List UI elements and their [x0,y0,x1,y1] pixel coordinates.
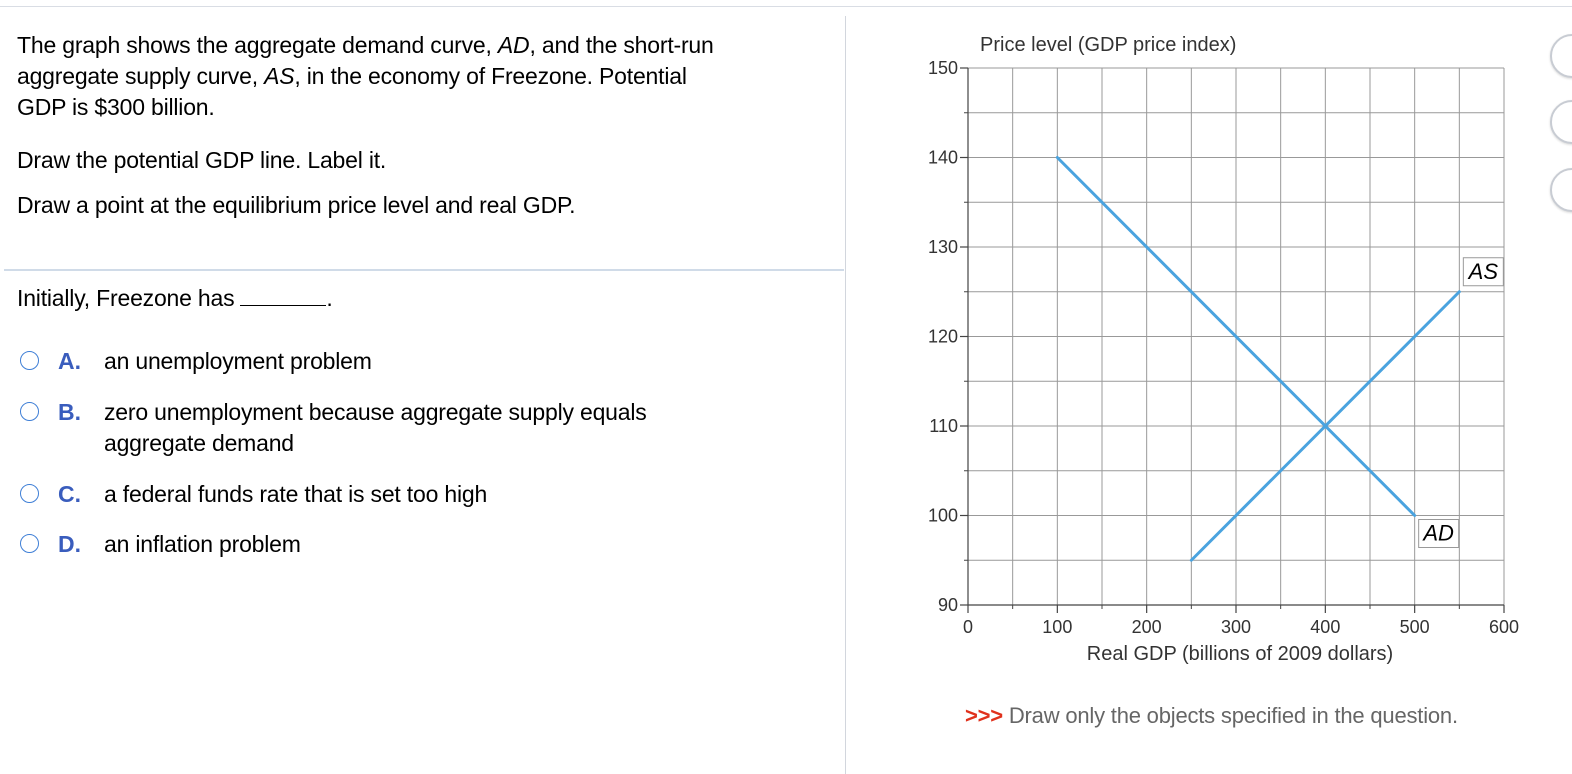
section-divider [4,269,844,271]
y-tick-label: 90 [938,595,958,615]
answer-blank [240,283,327,306]
prompt-text: Initially, Freezone has [17,285,235,311]
y-tick-label: 130 [928,237,958,257]
side-tool-button-1[interactable] [1550,34,1572,78]
prompt-suffix: . [326,285,333,311]
question-text: The graph shows the aggregate demand cur… [17,32,498,58]
choice-letter: C. [58,481,81,507]
x-tick-label: 100 [1042,617,1072,637]
footer-note: >>> Draw only the objects specified in t… [965,702,1458,730]
choice-text: a federal funds rate that is set too hig… [104,481,488,507]
choice-text: an unemployment problem [104,348,372,374]
choice-c[interactable]: C. a federal funds rate that is set too … [20,479,820,541]
radio-b[interactable] [20,402,39,421]
choice-letter: D. [58,531,81,557]
radio-a[interactable] [20,351,39,370]
choice-d[interactable]: D. an inflation problem [20,529,820,591]
radio-c[interactable] [20,484,39,503]
choice-a[interactable]: A. an unemployment problem [20,346,820,408]
x-axis-label: Real GDP (billions of 2009 dollars) [1087,643,1393,665]
x-tick-label: 0 [963,617,973,637]
y-tick-label: 150 [928,58,958,78]
y-tick-label: 120 [928,327,958,347]
curve-label-as: AS [1467,259,1499,284]
as-term: AS [264,63,295,89]
choice-text: zero unemployment because aggregate supp… [104,399,647,456]
x-tick-label: 500 [1400,617,1430,637]
footer-text: Draw only the objects specified in the q… [1002,703,1458,728]
grid [968,67,1505,605]
radio-d[interactable] [20,534,39,553]
x-tick-label: 200 [1132,617,1162,637]
axes: 90 100 110 120 130 140 150 0 100 200 300 400 500 600 [928,58,1519,637]
ad-term: AD [497,32,530,58]
series-layer: AS AD [1055,156,1504,562]
answer-prompt: Initially, Freezone has. [17,283,333,314]
question-text: , in the economy of Freezone. Potential [294,63,687,89]
top-rule [0,6,1572,7]
side-tool-button-2[interactable] [1550,100,1572,144]
x-tick-label: 600 [1489,617,1519,637]
panel-divider [845,16,846,774]
y-tick-label: 100 [928,506,958,526]
curve-as [1189,290,1461,562]
choice-text: an inflation problem [104,531,301,557]
curve-label-ad: AD [1421,521,1454,546]
choice-letter: B. [58,399,81,425]
x-tick-label: 400 [1310,617,1340,637]
curve-label-box-ad [1418,519,1460,548]
curve-ad [1055,156,1417,517]
side-tool-button-3[interactable] [1550,168,1572,212]
x-tick-label: 300 [1221,617,1251,637]
y-tick-label: 110 [929,416,958,436]
choice-b[interactable]: B. zero unemployment because aggregate s… [20,397,820,459]
curve-label-box-as [1462,257,1504,287]
question-text: aggregate supply curve, [17,63,265,89]
question-text: , and the short-run [529,32,714,58]
y-tick-label: 140 [928,148,958,168]
instruction-equilibrium-point: Draw a point at the equilibrium price le… [17,192,576,218]
y-axis-label: Price level (GDP price index) [980,34,1236,56]
graph-canvas[interactable]: Price level (GDP price index) 90 100 110 12… [900,20,1540,680]
instruction-potential-gdp: Draw the potential GDP line. Label it. [17,147,387,173]
question-text: GDP is $300 billion. [17,94,215,120]
question-panel: The graph shows the aggregate demand cur… [4,30,844,591]
choice-letter: A. [58,348,81,374]
footer-arrows: >>> [965,703,1003,728]
question-stem: The graph shows the aggregate demand cur… [17,30,827,123]
